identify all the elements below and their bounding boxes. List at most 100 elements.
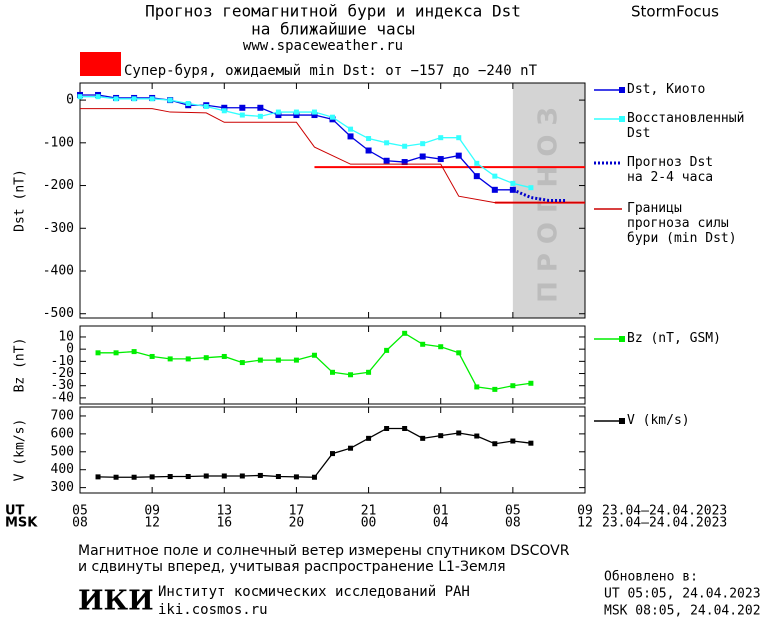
y-axis-label: Dst (nT): [13, 169, 28, 232]
marker: [221, 108, 227, 114]
marker: [455, 152, 462, 159]
plot-frame: [79, 406, 586, 494]
marker: [473, 173, 480, 180]
marker: [167, 474, 173, 480]
x-tick-label-msk: 12: [144, 516, 160, 531]
y-tick-label: 700: [51, 408, 74, 423]
marker: [438, 135, 444, 141]
marker: [366, 369, 372, 375]
marker: [293, 474, 299, 480]
marker: [492, 173, 498, 179]
marker: [420, 141, 426, 147]
marker: [437, 156, 444, 163]
updated: Обновлено в:: [604, 570, 698, 585]
marker: [401, 159, 408, 166]
series-line: [80, 94, 513, 191]
x-tick-label: 17: [289, 504, 305, 519]
x-row-label: UT: [5, 504, 25, 519]
marker: [492, 441, 498, 447]
y-axis-label: Bz (nT): [13, 338, 28, 393]
marker: [131, 474, 137, 480]
x-tick-label: 05: [505, 504, 521, 519]
marker: [311, 109, 317, 115]
y-tick-label: 400: [51, 462, 74, 477]
series-line: [98, 332, 531, 391]
y-tick-label: -30: [51, 378, 74, 393]
marker: [456, 135, 462, 141]
marker: [384, 426, 390, 431]
legend-entry: Восстановленный Dst: [627, 111, 745, 141]
x-row-label: MSK: [5, 516, 38, 531]
series-line: [80, 108, 585, 204]
marker: [203, 104, 209, 109]
y-tick-label: 10: [58, 329, 74, 344]
marker: [456, 430, 462, 436]
date-range: 23.04–24.04.2023: [602, 504, 727, 519]
x-tick-label-msk: 00: [361, 516, 377, 531]
marker: [366, 136, 372, 142]
y-tick-label: -500: [43, 306, 74, 321]
legend-entry: Bz (nT, GSM): [627, 331, 721, 346]
updated-msk: MSK 08:05, 24.04.2023: [604, 604, 760, 619]
y-tick-label: 600: [51, 426, 74, 441]
marker: [167, 356, 173, 362]
marker: [419, 153, 426, 160]
marker: [257, 113, 263, 119]
marker: [275, 109, 281, 115]
legend-entry: Dst, Киото: [627, 82, 706, 97]
marker: [311, 474, 317, 480]
marker: [491, 186, 498, 193]
legend-marker: [619, 418, 625, 424]
marker: [77, 94, 83, 100]
marker: [330, 114, 335, 120]
marker: [275, 357, 281, 363]
marker: [474, 433, 480, 439]
marker: [528, 185, 534, 191]
marker: [203, 355, 209, 361]
series-line: [98, 427, 531, 478]
marker: [95, 474, 101, 480]
legend-marker: [619, 116, 625, 122]
marker: [113, 474, 119, 480]
marker: [95, 94, 101, 100]
marker: [149, 353, 155, 359]
marker: [474, 160, 480, 166]
marker: [257, 357, 263, 363]
y-tick-label: 0: [66, 93, 74, 108]
x-tick-label-msk: 04: [433, 516, 449, 531]
marker: [239, 112, 245, 118]
marker: [492, 386, 498, 392]
x-tick-label-msk: 20: [289, 516, 305, 531]
marker: [221, 473, 227, 479]
marker: [402, 330, 408, 336]
marker: [257, 472, 263, 478]
marker: [510, 180, 516, 186]
marker: [185, 474, 191, 480]
storm-text: Супер-буря, ожидаемый min Dst: от −157 д…: [124, 63, 538, 79]
date-range: 23.04–24.04.2023: [602, 516, 727, 531]
legend-marker: [619, 336, 625, 342]
marker: [528, 380, 534, 386]
y-tick-label: -400: [43, 264, 74, 279]
legend-marker: [619, 87, 625, 93]
marker: [149, 96, 155, 102]
marker: [239, 360, 245, 366]
x-tick-label: 21: [361, 504, 377, 519]
marker: [365, 147, 372, 154]
marker: [275, 474, 281, 480]
marker: [348, 372, 354, 378]
x-tick-label-msk: 16: [216, 516, 232, 531]
marker: [348, 445, 354, 451]
site: iki.cosmos.ru: [158, 602, 268, 618]
marker: [510, 383, 516, 389]
marker: [330, 369, 335, 375]
y-tick-label: 0: [66, 342, 74, 357]
marker: [438, 433, 444, 439]
marker: [528, 440, 534, 446]
x-tick-label-msk: 08: [72, 516, 88, 531]
y-tick-label: 300: [51, 480, 74, 495]
y-tick-label: -20: [51, 366, 74, 381]
legend-entry: V (km/s): [627, 413, 690, 428]
